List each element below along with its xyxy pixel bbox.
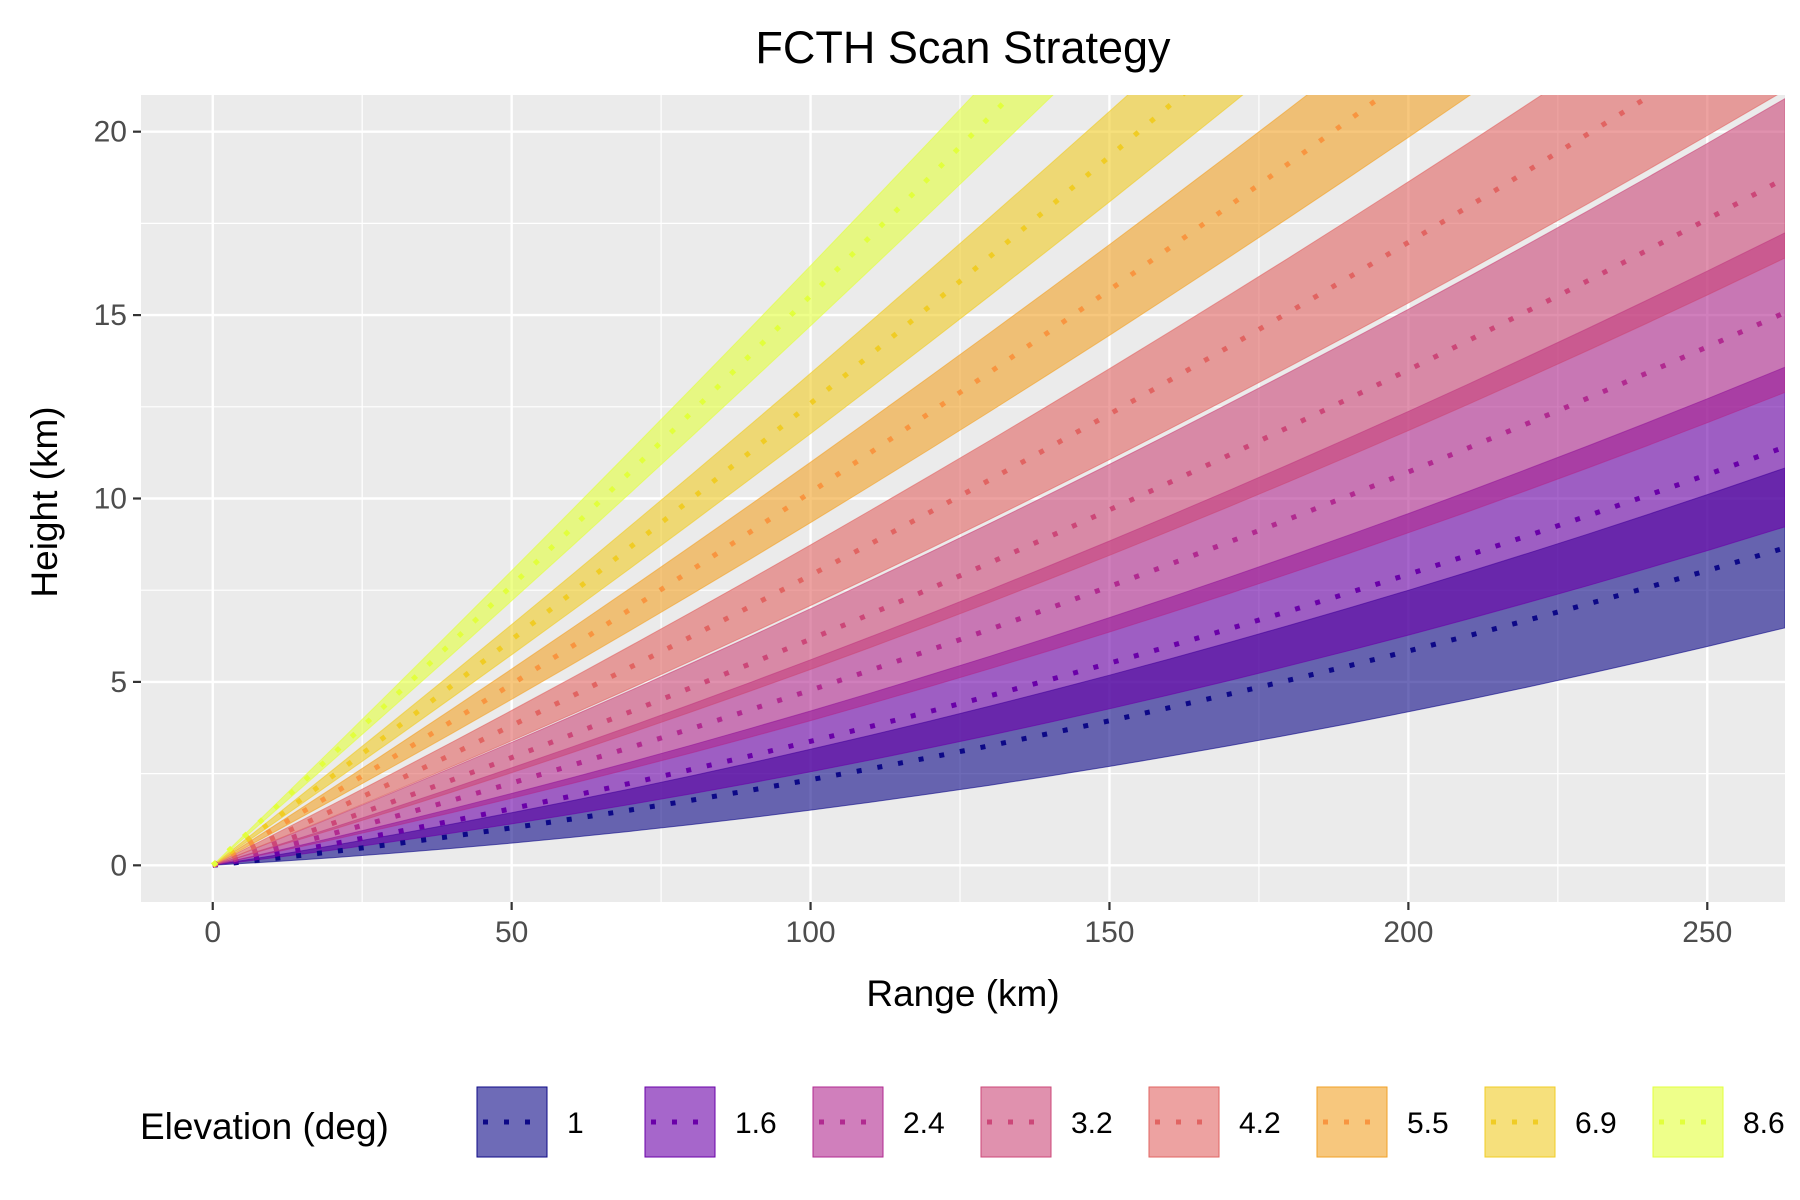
beam-band-3.2	[212, 98, 1785, 866]
chart-title: FCTH Scan Strategy	[755, 22, 1171, 73]
legend-label-6.9: 6.9	[1575, 1107, 1617, 1140]
x-tick-label: 150	[1084, 916, 1134, 949]
beam-band-8.6	[212, 95, 1054, 866]
legend-label-3.2: 3.2	[1071, 1107, 1113, 1140]
legend-label-1: 1	[567, 1107, 584, 1140]
x-tick-label: 50	[495, 916, 528, 949]
x-tick-label: 250	[1682, 916, 1732, 949]
x-axis-title: Range (km)	[866, 973, 1059, 1014]
y-tick-label: 5	[110, 666, 127, 699]
y-tick-label: 20	[94, 116, 127, 149]
legend-key-4.2	[1148, 1086, 1220, 1158]
beam-bands	[211, 95, 1785, 868]
plot-panel	[141, 95, 1785, 902]
legend-key-5.5	[1316, 1086, 1388, 1158]
beam-center-line-3.2	[211, 176, 1785, 868]
legend-label-5.5: 5.5	[1407, 1107, 1449, 1140]
legend-label-1.6: 1.6	[735, 1107, 777, 1140]
legend-key-6.9	[1484, 1086, 1556, 1158]
y-axis: 0 5 10 15 20	[94, 116, 141, 882]
x-axis: 0 50 100 150 200 250	[204, 902, 1732, 949]
legend-items: 1 1.6 2.4 3.2 4.2 5.5 6.9 8.6	[476, 1086, 1785, 1158]
legend-label-8.6: 8.6	[1743, 1107, 1785, 1140]
legend-key-3.2	[980, 1086, 1052, 1158]
legend-key-1.6	[644, 1086, 716, 1158]
y-tick-label: 10	[94, 483, 127, 516]
legend-title: Elevation (deg)	[140, 1106, 389, 1147]
legend: Elevation (deg) 1 1.6 2.4 3.2 4.2 5.5 6.9 8.6	[140, 1086, 1785, 1158]
x-tick-label: 100	[786, 916, 836, 949]
y-tick-label: 0	[110, 849, 127, 882]
x-tick-label: 0	[204, 916, 221, 949]
legend-label-2.4: 2.4	[903, 1107, 945, 1140]
y-tick-label: 15	[94, 299, 127, 332]
y-axis-title: Height (km)	[24, 406, 65, 597]
beam-center-line-6.9	[211, 95, 1186, 868]
beam-center-line-2.4	[212, 310, 1785, 868]
legend-key-1	[476, 1086, 548, 1158]
x-tick-label: 200	[1383, 916, 1433, 949]
legend-label-4.2: 4.2	[1239, 1107, 1281, 1140]
beam-band-4.2	[212, 95, 1778, 866]
beam-band-6.9	[212, 95, 1244, 866]
beam-band-5.5	[212, 95, 1472, 866]
legend-key-2.4	[812, 1086, 884, 1158]
legend-key-8.6	[1652, 1086, 1724, 1158]
